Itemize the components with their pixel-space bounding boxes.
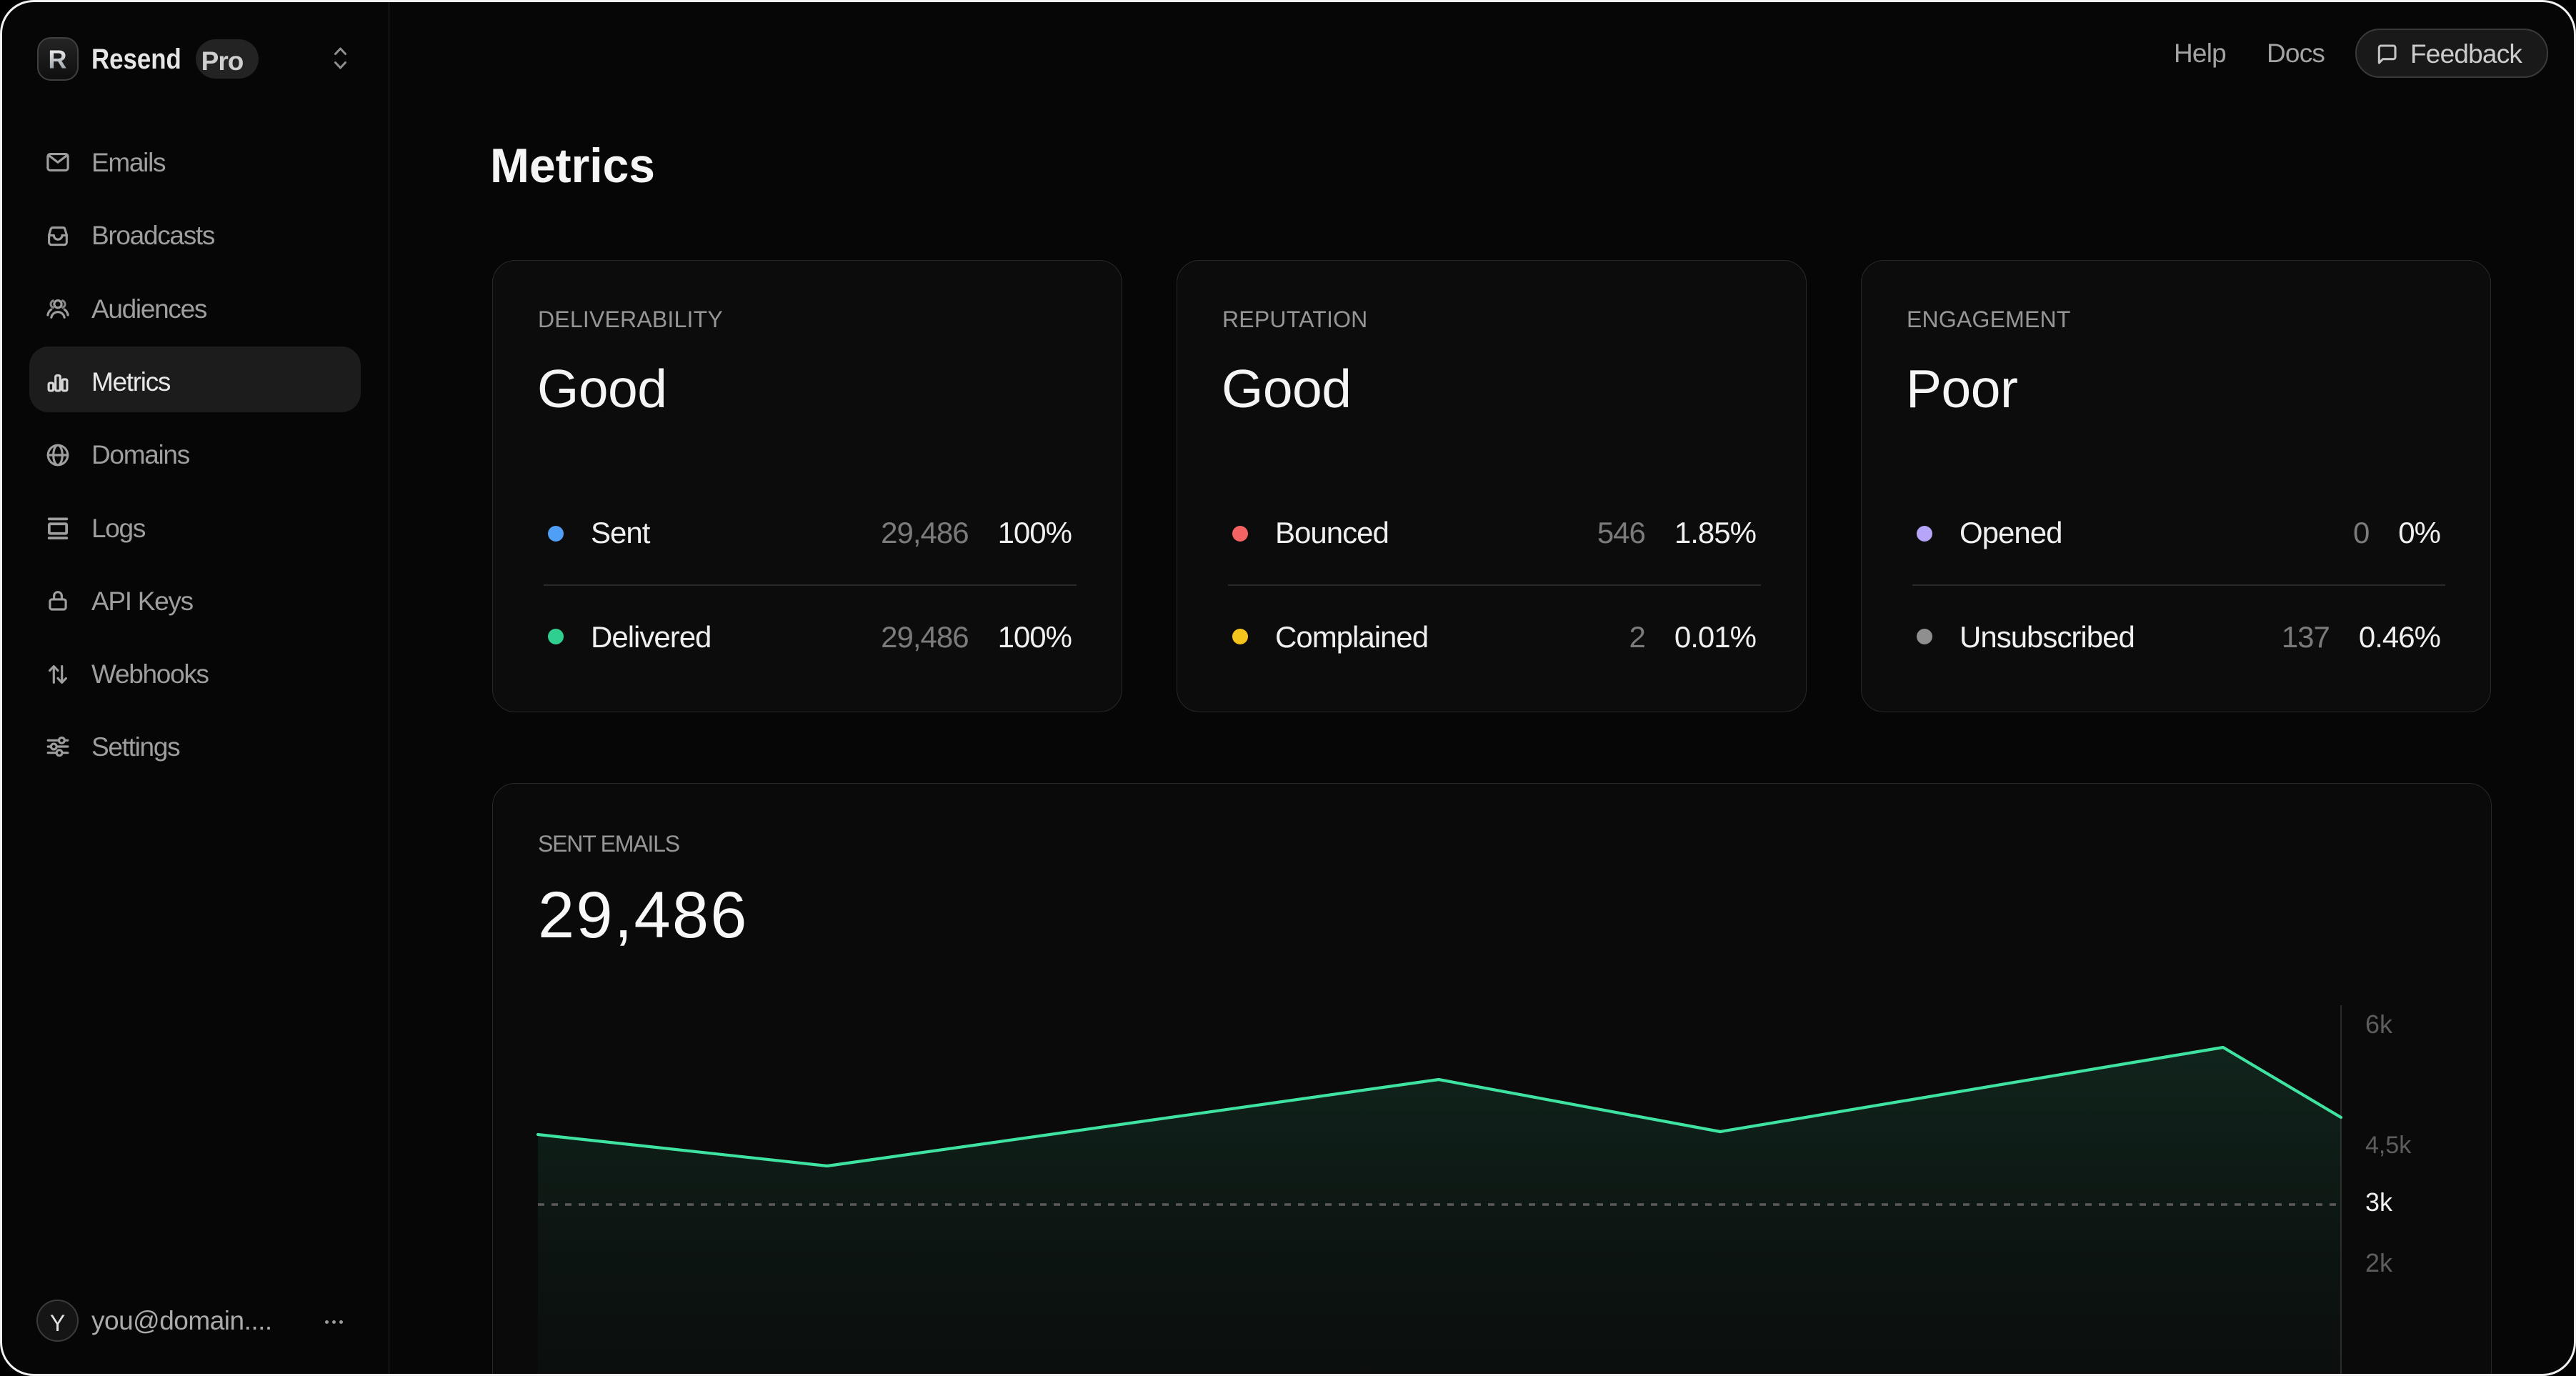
- svg-text:6k: 6k: [2365, 1009, 2393, 1039]
- svg-text:4,5k: 4,5k: [2365, 1132, 2412, 1159]
- svg-text:3k: 3k: [2365, 1187, 2393, 1217]
- svg-text:2k: 2k: [2365, 1248, 2393, 1277]
- svg-text:R: R: [49, 45, 67, 74]
